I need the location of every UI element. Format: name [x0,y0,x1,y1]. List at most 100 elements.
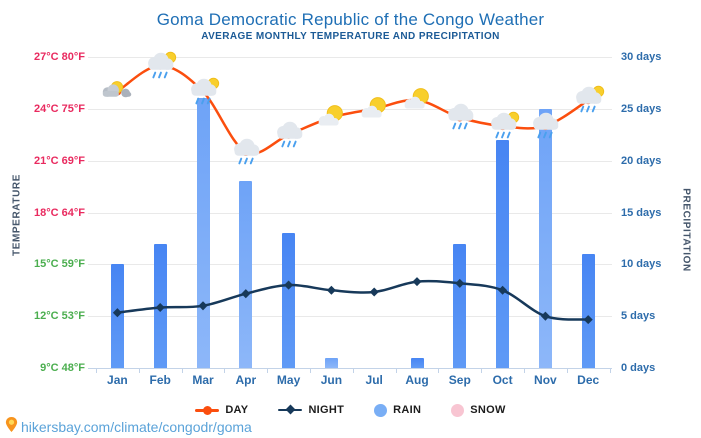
month-label-dec: Dec [577,373,600,387]
x-axis-tick [96,368,97,373]
footer-attribution[interactable]: hikersbay.com/climate/congodr/goma [4,416,252,438]
rain-bar-dec[interactable] [581,253,595,368]
x-axis-tick [352,368,354,373]
night-point-may[interactable] [284,280,294,290]
temp-tick-label: 18°C 64°F [34,206,85,219]
legend-item-snow[interactable]: SNOW [451,403,506,417]
night-point-jul[interactable] [369,287,379,297]
precip-tick-label: 0 days [621,362,656,374]
temp-tick-label: 15°C 59°F [34,258,85,271]
rain-bar-aug[interactable] [410,357,424,368]
month-label-feb: Feb [149,373,171,387]
precip-tick-label: 30 days [621,51,662,63]
temp-tick-label: 24°C 75°F [34,102,85,115]
month-label-nov: Nov [534,373,557,387]
x-axis-tick [224,368,226,373]
night-line-icon [278,409,303,411]
month-label-aug: Aug [405,373,429,387]
rain-bar-mar[interactable] [196,98,210,368]
night-point-sep[interactable] [455,278,465,288]
temp-tick-label: 12°C 53°F [34,310,85,323]
day-point-apr[interactable] [241,148,250,157]
legend-day-label: DAY [225,404,249,416]
precip-tick-label: 20 days [621,154,662,167]
day-point-sep[interactable] [455,113,464,122]
rain-bar-jun[interactable] [324,357,338,368]
x-axis-tick [609,368,611,373]
precip-tick-label: 10 days [621,258,662,271]
night-point-dec[interactable] [583,315,593,325]
map-pin-icon [4,416,19,438]
night-point-jan[interactable] [112,308,122,318]
temp-tick-label: 21°C 69°F [34,154,85,167]
gridline [88,316,612,318]
night-point-feb[interactable] [155,303,165,313]
day-point-jul[interactable] [370,104,379,113]
x-axis-tick [566,368,568,373]
night-point-mar[interactable] [198,301,208,311]
month-label-apr: Apr [235,373,257,387]
x-axis-line [88,368,612,369]
legend-item-night[interactable]: NIGHT [278,404,344,416]
precip-tick-label: 5 days [621,310,656,323]
month-label-jun: Jun [320,373,343,387]
day-temperature-line [116,64,589,155]
day-point-may[interactable] [284,130,293,139]
gridline [88,212,612,214]
chart-legend: DAY NIGHT RAIN SNOW [0,401,701,419]
month-label-mar: Mar [192,373,214,387]
day-point-nov[interactable] [541,122,550,131]
x-axis-tick [481,368,483,373]
night-point-jun[interactable] [326,285,336,295]
precip-tick-label: 15 days [621,206,662,219]
day-point-oct[interactable] [498,122,507,131]
night-point-apr[interactable] [241,289,251,299]
precip-tick-label: 25 days [621,102,662,115]
rain-bar-nov[interactable] [538,108,552,368]
x-axis-tick [438,368,440,373]
x-axis-tick [138,368,140,373]
rain-bar-apr[interactable] [239,181,253,368]
legend-item-rain[interactable]: RAIN [374,403,422,417]
chart-subtitle: AVERAGE MONTHLY TEMPERATURE AND PRECIPIT… [201,31,500,42]
day-line-icon [195,405,220,415]
day-point-jan[interactable] [113,87,122,96]
month-label-oct: Oct [492,373,513,387]
rain-bar-may[interactable] [282,233,296,368]
gridline [88,108,612,110]
legend-snow-label: SNOW [470,404,506,416]
x-axis-tick [395,368,397,373]
rain-dot-icon [374,403,388,417]
day-point-dec[interactable] [584,96,593,105]
day-point-aug[interactable] [413,96,421,105]
x-axis-tick [310,368,311,373]
x-axis-tick [181,368,183,373]
night-temperature-line [117,279,589,321]
month-label-sep: Sep [448,373,471,387]
footer-url: hikersbay.com/climate/congodr/goma [21,419,252,435]
x-axis-tick [524,368,525,373]
rain-bar-oct[interactable] [496,139,510,368]
day-point-jun[interactable] [327,113,336,122]
legend-item-day[interactable]: DAY [195,404,248,416]
night-point-oct[interactable] [498,285,508,295]
gridline [88,57,612,58]
temp-tick-label: 27°C 80°F [34,51,85,63]
day-point-feb[interactable] [156,61,165,70]
night-point-aug[interactable] [412,277,422,287]
rain-bar-sep[interactable] [453,243,467,368]
page-title: Goma Democratic Republic of the Congo We… [156,10,545,29]
month-label-jul: Jul [365,373,383,387]
day-point-mar[interactable] [199,87,207,96]
legend-rain-label: RAIN [393,404,422,416]
temp-tick-label: 9°C 48°F [40,362,85,374]
night-point-nov[interactable] [540,311,550,321]
snow-dot-icon [451,403,465,417]
legend-night-label: NIGHT [308,404,345,416]
x-axis-tick [267,368,269,373]
gridline [88,264,612,266]
month-label-may: May [276,373,301,387]
month-label-jan: Jan [107,373,128,387]
gridline [88,160,612,162]
